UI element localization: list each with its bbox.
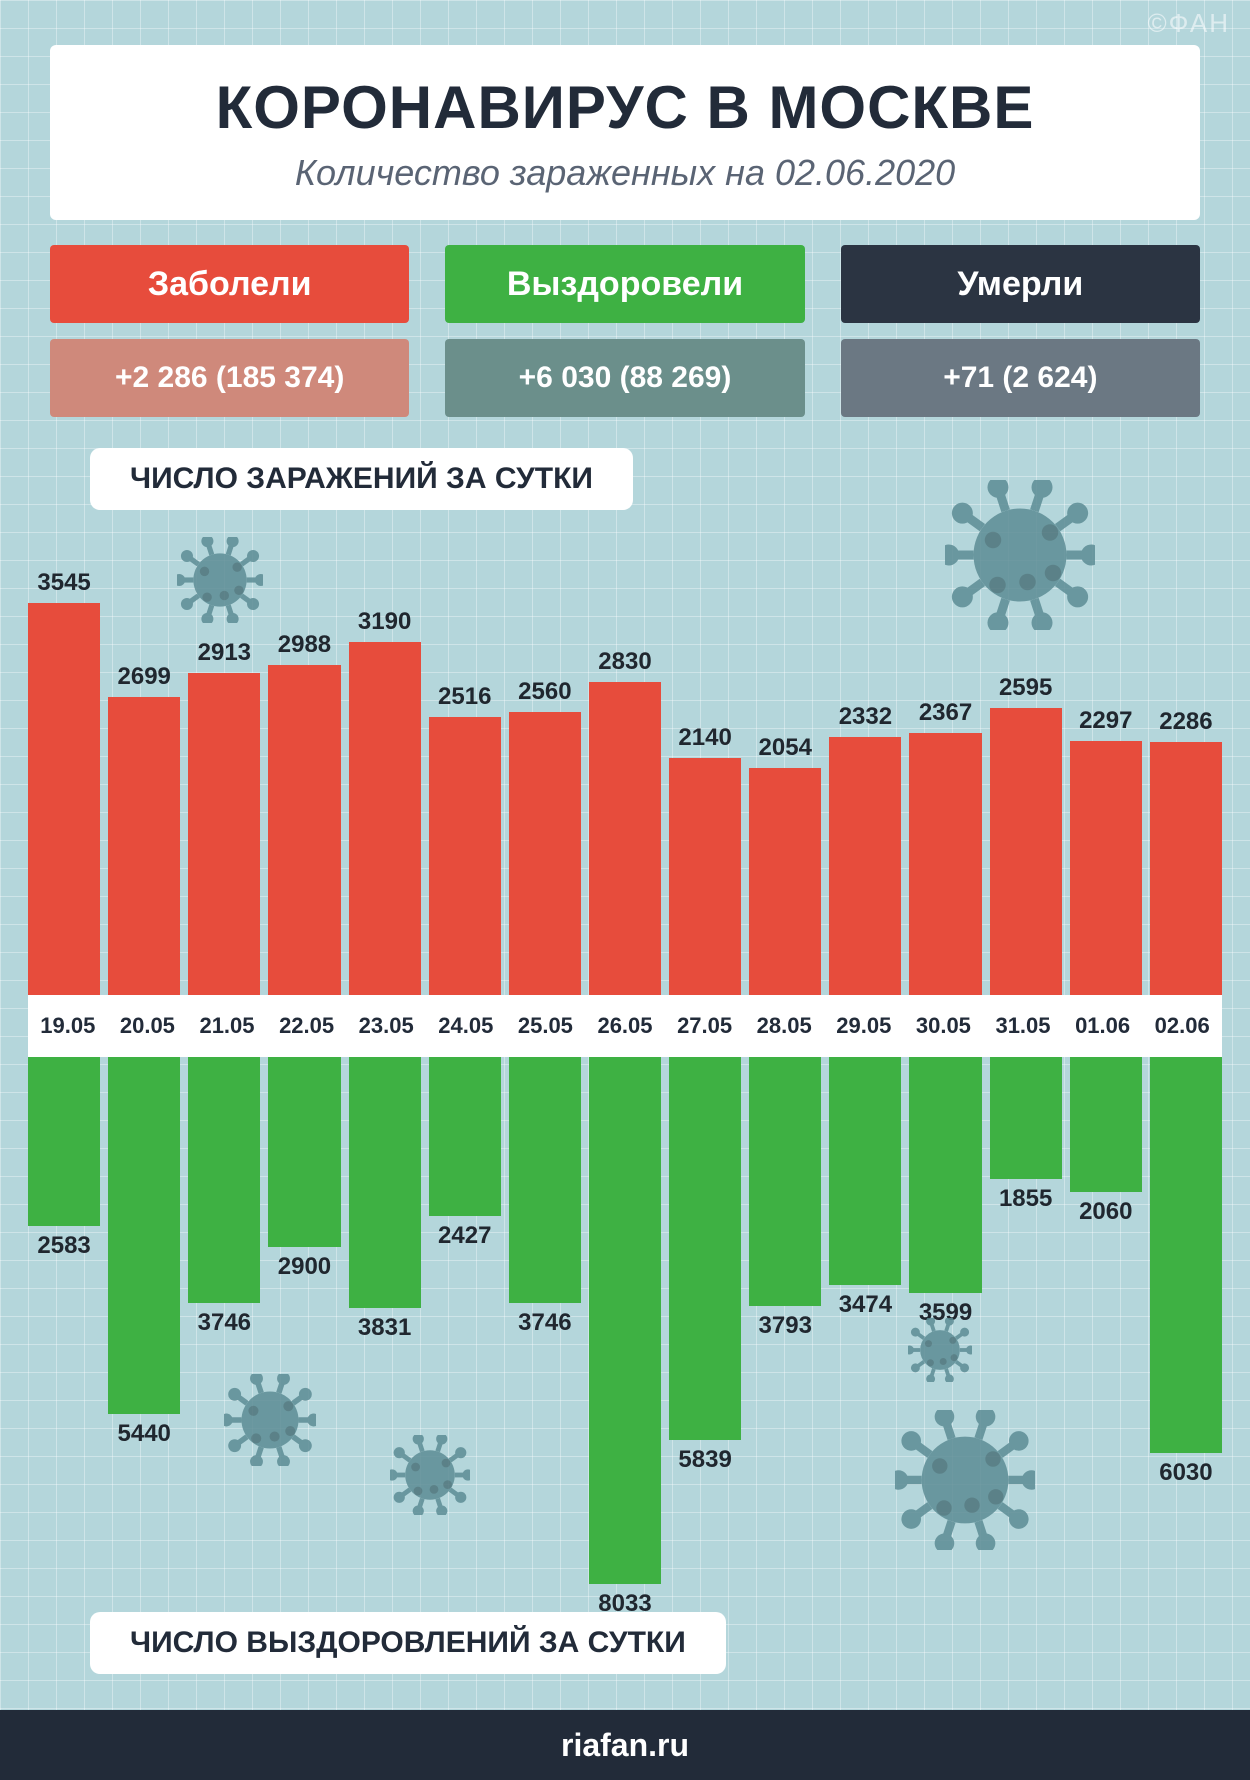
date-label: 24.05 xyxy=(426,1013,506,1039)
stats-row: Заболели +2 286 (185 374) Выздоровели +6… xyxy=(50,245,1200,417)
chart-area: 3545269929132988319025162560283021402054… xyxy=(28,575,1222,1595)
stat-recovered: Выздоровели +6 030 (88 269) xyxy=(445,245,804,417)
recovery-bar: 3599 xyxy=(909,1057,981,1293)
infection-bar: 2913 xyxy=(188,673,260,995)
infection-bar: 2699 xyxy=(108,697,180,995)
recovery-bar: 5440 xyxy=(108,1057,180,1414)
date-label: 01.06 xyxy=(1063,1013,1143,1039)
page-subtitle: Количество зараженных на 02.06.2020 xyxy=(70,152,1180,194)
stat-recovered-label: Выздоровели xyxy=(445,245,804,323)
stat-recovered-value: +6 030 (88 269) xyxy=(445,339,804,417)
infection-bar: 2367 xyxy=(909,733,981,995)
date-label: 29.05 xyxy=(824,1013,904,1039)
date-label: 30.05 xyxy=(904,1013,984,1039)
date-label: 20.05 xyxy=(108,1013,188,1039)
infection-bar: 2286 xyxy=(1150,742,1222,995)
date-label: 26.05 xyxy=(585,1013,665,1039)
watermark: ©ФАН xyxy=(1148,8,1230,39)
recovery-bar: 3746 xyxy=(188,1057,260,1303)
page-title: КОРОНАВИРУС В МОСКВЕ xyxy=(70,73,1180,142)
recovery-bar: 3474 xyxy=(829,1057,901,1285)
infection-bar: 2595 xyxy=(990,708,1062,995)
date-label: 22.05 xyxy=(267,1013,347,1039)
stat-deaths-label: Умерли xyxy=(841,245,1200,323)
recovery-bar: 2583 xyxy=(28,1057,100,1226)
date-label: 25.05 xyxy=(506,1013,586,1039)
recovery-bar: 1855 xyxy=(990,1057,1062,1179)
recovery-bar: 2427 xyxy=(429,1057,501,1216)
date-label: 21.05 xyxy=(187,1013,267,1039)
date-label: 28.05 xyxy=(744,1013,824,1039)
stat-infected-label: Заболели xyxy=(50,245,409,323)
stat-infected: Заболели +2 286 (185 374) xyxy=(50,245,409,417)
stat-deaths-value: +71 (2 624) xyxy=(841,339,1200,417)
infection-bar: 3545 xyxy=(28,603,100,995)
header-card: КОРОНАВИРУС В МОСКВЕ Количество зараженн… xyxy=(50,45,1200,220)
infection-bar: 2988 xyxy=(268,665,340,995)
recovery-bar: 5839 xyxy=(669,1057,741,1440)
infection-bar: 2516 xyxy=(429,717,501,995)
infections-bars: 3545269929132988319025162560283021402054… xyxy=(28,575,1222,995)
infection-bar: 2297 xyxy=(1070,741,1142,995)
recovery-bar: 3831 xyxy=(349,1057,421,1308)
section-label-bottom: ЧИСЛО ВЫЗДОРОВЛЕНИЙ ЗА СУТКИ xyxy=(90,1612,726,1674)
infection-bar: 2830 xyxy=(589,682,661,995)
recovery-bar: 8033 xyxy=(589,1057,661,1584)
date-label: 27.05 xyxy=(665,1013,745,1039)
infection-bar: 2332 xyxy=(829,737,901,995)
date-label: 02.06 xyxy=(1142,1013,1222,1039)
infection-bar: 3190 xyxy=(349,642,421,995)
recoveries-bars: 2583544037462900383124273746803358393793… xyxy=(28,1057,1222,1595)
recovery-bar: 2900 xyxy=(268,1057,340,1247)
date-axis: 19.0520.0521.0522.0523.0524.0525.0526.05… xyxy=(28,995,1222,1057)
stat-infected-value: +2 286 (185 374) xyxy=(50,339,409,417)
infection-bar: 2054 xyxy=(749,768,821,995)
infection-bar: 2560 xyxy=(509,712,581,995)
section-label-top: ЧИСЛО ЗАРАЖЕНИЙ ЗА СУТКИ xyxy=(90,448,633,510)
recovery-bar: 3793 xyxy=(749,1057,821,1306)
recovery-bar: 6030 xyxy=(1150,1057,1222,1453)
infection-bar: 2140 xyxy=(669,758,741,995)
recovery-bar: 2060 xyxy=(1070,1057,1142,1192)
stat-deaths: Умерли +71 (2 624) xyxy=(841,245,1200,417)
recovery-bar: 3746 xyxy=(509,1057,581,1303)
date-label: 31.05 xyxy=(983,1013,1063,1039)
date-label: 23.05 xyxy=(346,1013,426,1039)
date-label: 19.05 xyxy=(28,1013,108,1039)
footer-text: riafan.ru xyxy=(561,1727,689,1764)
footer: riafan.ru xyxy=(0,1710,1250,1780)
